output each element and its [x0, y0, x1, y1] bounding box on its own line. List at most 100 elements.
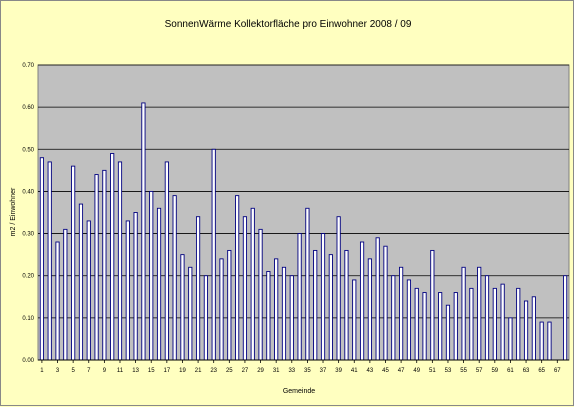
x-tick-label: 49	[413, 368, 420, 374]
bar	[39, 157, 44, 361]
y-axis-label: m2 / Einwohner	[10, 187, 17, 236]
x-tick-label: 9	[103, 368, 107, 374]
x-tick-label: 47	[398, 368, 405, 374]
x-tick-label: 53	[445, 368, 452, 374]
bar	[531, 296, 536, 361]
bar	[414, 287, 419, 361]
bar	[391, 275, 396, 361]
bar	[149, 190, 154, 361]
bar	[344, 249, 349, 361]
bar	[86, 220, 91, 361]
bar	[492, 287, 497, 361]
bar	[516, 287, 521, 361]
x-tick-label: 33	[288, 368, 295, 374]
bar	[359, 241, 365, 361]
bar	[71, 165, 76, 361]
bar	[274, 258, 279, 361]
x-tick-label: 5	[71, 368, 75, 374]
bar	[227, 249, 232, 361]
bar	[453, 292, 458, 361]
x-tick-label: 13	[132, 368, 139, 374]
bar	[110, 153, 115, 361]
x-tick-label: 67	[554, 368, 561, 374]
bar	[328, 254, 333, 361]
x-tick-label: 31	[273, 368, 280, 374]
plot-area	[37, 64, 570, 361]
y-tick-label: 0.60	[22, 105, 34, 111]
x-axis-ticks: 1 3 5 7 9 11 13 15 17 19 21 23 25 27 29 31 33 35 37 39 41 43 4…	[38, 359, 569, 374]
x-tick-label: 25	[226, 368, 233, 374]
bar	[523, 300, 529, 361]
x-tick-label: 23	[210, 368, 217, 374]
y-tick-label: 0.70	[22, 63, 34, 69]
bar	[399, 266, 404, 361]
x-tick-label: 65	[538, 368, 545, 374]
bar	[235, 195, 240, 361]
y-tick-label: 0.10	[22, 316, 34, 322]
x-tick-label: 63	[523, 368, 530, 374]
bar	[406, 279, 412, 361]
y-tick-label: 0.20	[22, 274, 34, 280]
bar	[563, 275, 568, 361]
bar	[242, 216, 248, 361]
x-tick-label: 21	[195, 368, 202, 374]
bar	[117, 161, 123, 361]
bar	[258, 228, 263, 361]
bar	[375, 237, 380, 361]
bar	[445, 304, 451, 361]
bar	[180, 254, 185, 361]
bar	[383, 245, 388, 361]
bar	[469, 287, 474, 361]
bar	[367, 258, 372, 361]
bar	[63, 228, 68, 361]
x-tick-label: 51	[429, 368, 436, 374]
x-tick-label: 7	[87, 368, 91, 374]
bar	[141, 102, 146, 361]
bar	[195, 216, 201, 361]
bar	[125, 220, 130, 361]
bar	[78, 203, 84, 361]
y-tick-label: 0.40	[22, 189, 34, 195]
y-tick-label: 0.50	[22, 147, 34, 153]
bar	[203, 275, 208, 361]
bar	[164, 161, 169, 361]
bar	[289, 275, 294, 361]
x-tick-label: 37	[320, 368, 327, 374]
x-tick-label: 1	[40, 368, 44, 374]
bar	[430, 249, 435, 361]
bar	[55, 241, 60, 361]
bar	[336, 216, 341, 361]
bar	[281, 266, 287, 361]
x-tick-label: 39	[335, 368, 342, 374]
x-tick-label: 27	[242, 368, 249, 374]
x-tick-label: 3	[56, 368, 60, 374]
bar	[484, 275, 490, 361]
x-tick-label: 41	[351, 368, 358, 374]
x-tick-label: 11	[117, 368, 124, 374]
x-tick-label: 55	[460, 368, 467, 374]
bar	[422, 292, 427, 361]
bar	[47, 161, 52, 361]
x-tick-label: 45	[382, 368, 389, 374]
bar	[102, 169, 107, 361]
x-axis-label: Gemeinde	[283, 388, 315, 395]
y-tick-label: 0.00	[22, 358, 34, 364]
bar	[94, 174, 99, 361]
y-tick-label: 0.30	[22, 232, 34, 238]
bar	[438, 292, 443, 361]
bar	[156, 207, 162, 361]
x-tick-label: 15	[148, 368, 155, 374]
x-tick-label: 57	[476, 368, 483, 374]
bar	[352, 279, 357, 361]
chart-title: SonnenWärme Kollektorfläche pro Einwohne…	[165, 19, 412, 30]
bar	[547, 321, 552, 361]
y-axis-ticks: 0.00 0.10 0.20 0.30 0.40 0.50 0.60 0.70	[22, 63, 34, 364]
bar	[266, 271, 271, 361]
bar	[500, 283, 505, 361]
bar	[250, 207, 255, 361]
bar	[172, 195, 177, 361]
x-tick-label: 35	[304, 368, 311, 374]
bar	[508, 317, 513, 361]
